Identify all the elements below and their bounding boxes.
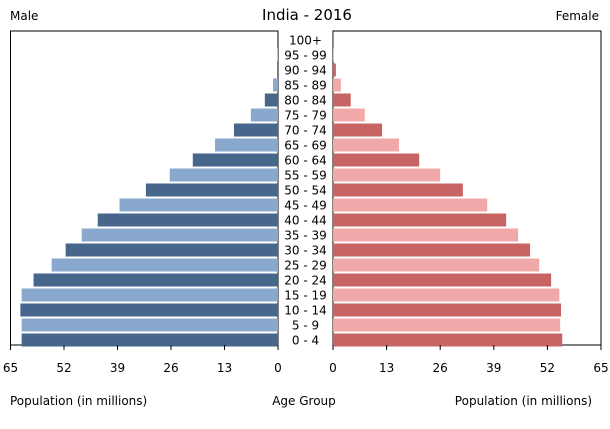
age-group-label: 60 - 64 — [284, 154, 327, 168]
male-tick-label: 39 — [110, 361, 125, 375]
age-group-label: 50 - 54 — [284, 184, 327, 198]
female-tick-label: 52 — [540, 361, 555, 375]
female-bar-30-34 — [333, 244, 530, 257]
age-group-label: 45 - 49 — [284, 199, 327, 213]
male-bar-60-64 — [193, 154, 278, 167]
female-bar-70-74 — [333, 124, 382, 137]
male-bar-55-59 — [170, 169, 278, 182]
age-group-label: 65 - 69 — [284, 139, 327, 153]
male-bar-75-79 — [251, 109, 278, 122]
age-group-label: 90 - 94 — [284, 64, 327, 78]
age-group-label: 95 - 99 — [284, 49, 327, 63]
male-tick-label: 52 — [56, 361, 71, 375]
chart-title: India - 2016 — [262, 6, 352, 24]
x-axis-label-right: Population (in millions) — [455, 394, 592, 408]
age-group-label: 85 - 89 — [284, 79, 327, 93]
male-tick-label: 13 — [217, 361, 232, 375]
female-bar-10-14 — [333, 304, 561, 317]
male-bar-20-24 — [34, 274, 278, 287]
male-bar-15-19 — [22, 289, 278, 302]
age-group-label: 35 - 39 — [284, 229, 327, 243]
male-bar-40-44 — [98, 214, 278, 227]
age-group-label: 55 - 59 — [284, 169, 327, 183]
age-group-label: 5 - 9 — [292, 319, 319, 333]
male-tick-label: 0 — [274, 361, 282, 375]
female-bar-65-69 — [333, 139, 399, 152]
female-tick-label: 0 — [329, 361, 337, 375]
female-bar-90-94 — [333, 64, 336, 77]
male-label: Male — [10, 9, 38, 23]
female-bar-85-89 — [333, 79, 341, 92]
female-bar-50-54 — [333, 184, 463, 197]
female-bar-40-44 — [333, 214, 506, 227]
age-group-label: 70 - 74 — [284, 124, 327, 138]
male-bar-80-84 — [265, 94, 278, 107]
female-tick-label: 39 — [486, 361, 501, 375]
male-bar-85-89 — [273, 79, 278, 92]
female-bar-45-49 — [333, 199, 487, 212]
age-group-label: 0 - 4 — [292, 334, 319, 348]
male-tick-label: 65 — [3, 361, 18, 375]
female-bar-15-19 — [333, 289, 559, 302]
male-bar-25-29 — [52, 259, 278, 272]
male-bar-65-69 — [215, 139, 278, 152]
male-bar-30-34 — [66, 244, 278, 257]
male-bar-5-9 — [22, 319, 278, 332]
female-tick-label: 13 — [379, 361, 394, 375]
x-axis-label-left: Population (in millions) — [10, 394, 147, 408]
female-bar-5-9 — [333, 319, 560, 332]
female-bar-20-24 — [333, 274, 551, 287]
male-bar-70-74 — [234, 124, 278, 137]
age-group-label: 75 - 79 — [284, 109, 327, 123]
age-group-label: 40 - 44 — [284, 214, 327, 228]
female-bar-0-4 — [333, 334, 562, 347]
female-bar-60-64 — [333, 154, 419, 167]
male-bar-0-4 — [22, 334, 278, 347]
age-group-label: 25 - 29 — [284, 259, 327, 273]
male-bar-10-14 — [20, 304, 278, 317]
age-group-label: 20 - 24 — [284, 274, 327, 288]
female-bar-75-79 — [333, 109, 365, 122]
age-group-label: 80 - 84 — [284, 94, 327, 108]
male-bar-50-54 — [146, 184, 278, 197]
female-bar-55-59 — [333, 169, 440, 182]
female-bar-35-39 — [333, 229, 518, 242]
age-group-label: 10 - 14 — [284, 304, 327, 318]
age-group-label: 30 - 34 — [284, 244, 327, 258]
male-bar-90-94 — [277, 64, 278, 77]
female-bar-25-29 — [333, 259, 539, 272]
male-bar-35-39 — [82, 229, 278, 242]
male-tick-label: 26 — [163, 361, 178, 375]
x-axis-label-center: Age Group — [272, 394, 336, 408]
female-bar-80-84 — [333, 94, 351, 107]
male-bar-100+ — [277, 34, 278, 47]
female-bar-100+ — [333, 34, 334, 47]
female-tick-label: 65 — [593, 361, 608, 375]
female-label: Female — [556, 9, 599, 23]
female-tick-label: 26 — [433, 361, 448, 375]
male-bar-45-49 — [120, 199, 278, 212]
age-group-label: 15 - 19 — [284, 289, 327, 303]
age-group-label: 100+ — [289, 34, 322, 48]
